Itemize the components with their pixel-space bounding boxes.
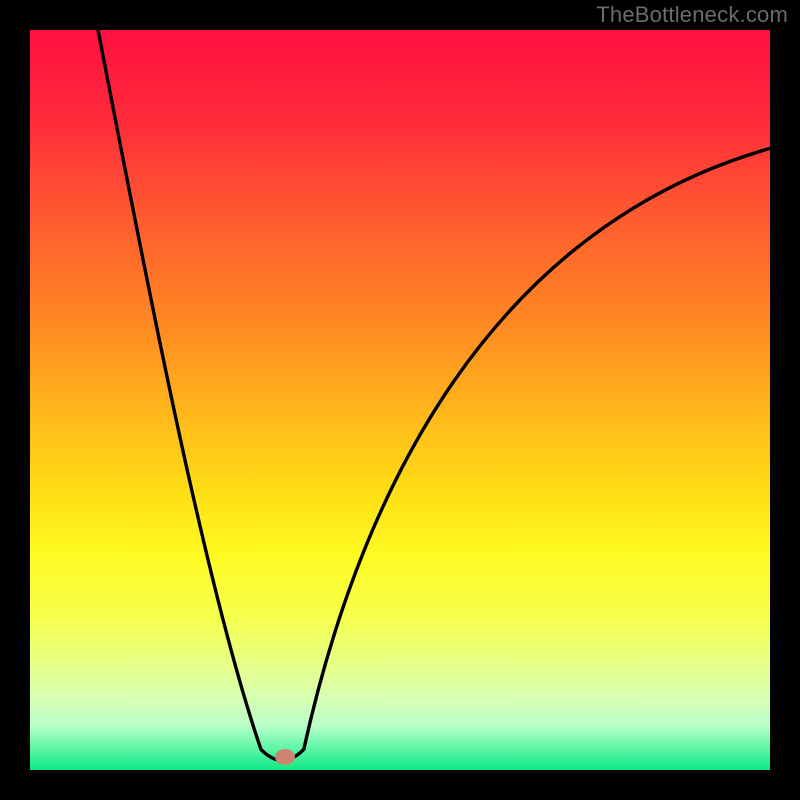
plot-area <box>30 30 770 770</box>
attribution-text: TheBottleneck.com <box>596 2 788 28</box>
minimum-marker <box>275 749 295 765</box>
curve-layer <box>30 30 770 770</box>
bottleneck-curve <box>98 30 770 760</box>
